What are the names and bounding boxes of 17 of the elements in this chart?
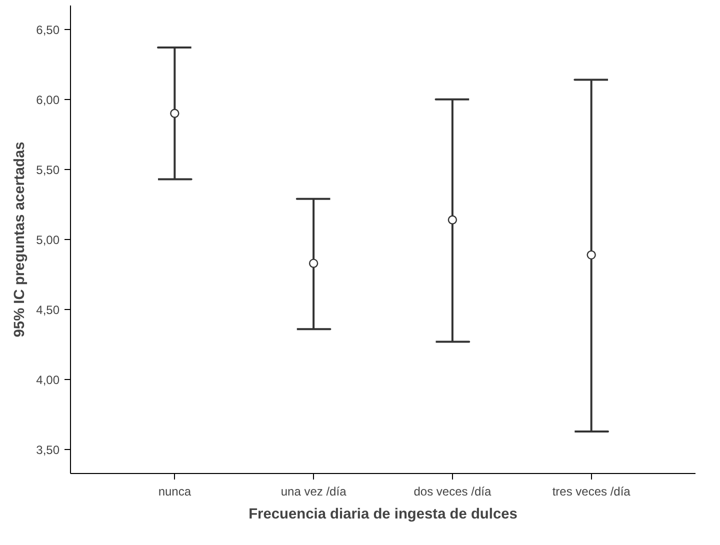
- x-tick-label: nunca: [158, 484, 192, 498]
- point: [170, 108, 180, 118]
- y-tick-label: 6,00: [36, 92, 60, 107]
- point: [586, 250, 596, 260]
- y-tick-label: 4,00: [36, 373, 60, 388]
- point: [448, 215, 458, 224]
- x-axis-title: Frecuencia diaria de ingesta de dulces: [248, 506, 518, 522]
- x-tick-label: una vez /día: [280, 484, 347, 498]
- y-axis-title: 95% IC preguntas acertadas: [12, 142, 28, 338]
- x-tick-label: tres veces /día: [552, 484, 631, 498]
- y-tick-label: 4,50: [36, 303, 60, 318]
- y-tick-label: 5,00: [36, 233, 60, 247]
- y-tick-label: 3,50: [36, 443, 60, 458]
- y-tick-label: 5,50: [36, 162, 60, 177]
- x-tick-label: dos veces /día: [414, 484, 492, 498]
- point: [308, 258, 318, 268]
- y-tick-label: 6,50: [36, 22, 60, 37]
